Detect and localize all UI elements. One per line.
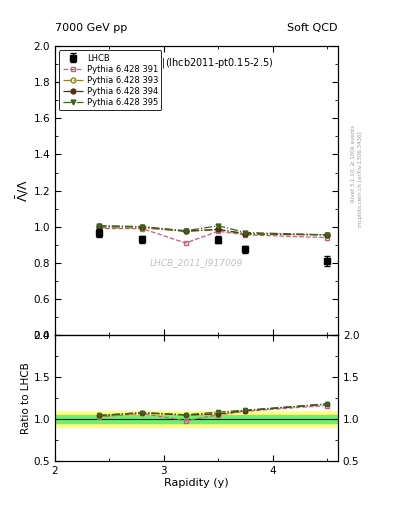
Pythia 6.428 394 [325,232,329,238]
Line: Pythia 6.428 393: Pythia 6.428 393 [96,225,329,237]
Pythia 6.428 394 [96,223,101,229]
Bar [55,411,338,428]
Y-axis label: $\bar{\Lambda}/\Lambda$: $\bar{\Lambda}/\Lambda$ [14,179,31,202]
Pythia 6.428 391 [183,240,188,246]
Y-axis label: Ratio to LHCB: Ratio to LHCB [21,362,31,434]
Pythia 6.428 393 [140,225,145,231]
Text: Soft QCD: Soft QCD [288,23,338,33]
Text: LHCB_2011_I917009: LHCB_2011_I917009 [150,259,243,267]
Pythia 6.428 395 [216,223,220,229]
Legend: LHCB, Pythia 6.428 391, Pythia 6.428 393, Pythia 6.428 394, Pythia 6.428 395: LHCB, Pythia 6.428 391, Pythia 6.428 393… [59,50,162,110]
Pythia 6.428 395 [325,232,329,238]
Pythia 6.428 394 [243,230,248,237]
Line: Pythia 6.428 391: Pythia 6.428 391 [96,226,329,245]
Text: mcplots.cern.ch [arXiv:1306.3436]: mcplots.cern.ch [arXiv:1306.3436] [358,132,364,227]
Pythia 6.428 394 [216,226,220,232]
Pythia 6.428 394 [183,228,188,234]
Pythia 6.428 395 [96,223,101,229]
Pythia 6.428 393 [96,225,101,231]
Text: Rivet 3.1.10, ≥ 100k events: Rivet 3.1.10, ≥ 100k events [351,125,356,202]
Pythia 6.428 391 [243,232,248,238]
Bar [55,415,338,423]
Pythia 6.428 391 [216,228,220,234]
Pythia 6.428 393 [325,232,329,238]
Pythia 6.428 393 [216,226,220,232]
Pythia 6.428 391 [140,225,145,231]
Pythia 6.428 394 [140,224,145,230]
Pythia 6.428 393 [243,231,248,238]
Text: 7000 GeV pp: 7000 GeV pp [55,23,127,33]
Pythia 6.428 395 [243,229,248,236]
Pythia 6.428 391 [325,234,329,241]
Pythia 6.428 393 [183,228,188,234]
Line: Pythia 6.428 395: Pythia 6.428 395 [96,223,329,237]
Pythia 6.428 395 [140,224,145,230]
X-axis label: Rapidity (y): Rapidity (y) [164,478,229,488]
Pythia 6.428 391 [96,225,101,231]
Pythia 6.428 395 [183,228,188,234]
Text: $\overline{\Lambda}/\Lambda$ vs |y|(lhcb2011-pt0.15-2.5): $\overline{\Lambda}/\Lambda$ vs |y|(lhcb… [119,55,274,71]
Line: Pythia 6.428 394: Pythia 6.428 394 [96,223,329,237]
